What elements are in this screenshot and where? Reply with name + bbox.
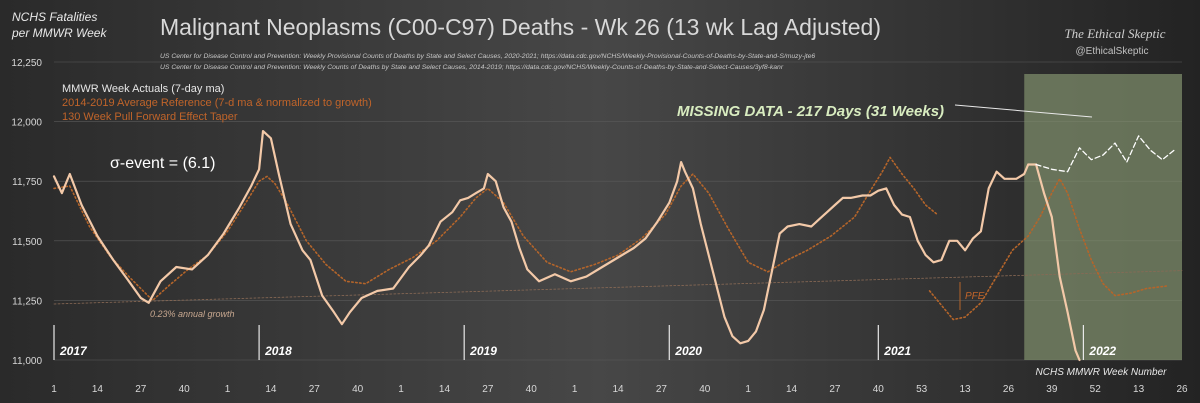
series-growth-line [53, 270, 1183, 305]
x-tick-label: 13 [1133, 384, 1145, 395]
y-tick-label: 11,500 [12, 237, 42, 248]
x-tick-label: 27 [135, 384, 147, 395]
y-tick-label: 12,250 [11, 58, 42, 69]
series-actuals-continued [1035, 163, 1081, 362]
x-tick-labels: 1 14 27 40 1 14 27 40 1 14 27 40 1 14 27 40 1 14 27 40 53 13 2… [51, 384, 1188, 395]
x-tick-label: 53 [916, 384, 928, 395]
series-projection [1035, 135, 1175, 173]
x-tick-label: 27 [482, 384, 494, 395]
x-tick-label: 27 [656, 384, 668, 395]
x-tick-label: 14 [612, 384, 624, 395]
x-tick-label: 26 [1003, 384, 1015, 395]
x-tick-label: 13 [960, 384, 972, 395]
missing-data-band [1024, 74, 1182, 360]
x-tick-label: 14 [265, 384, 277, 395]
sigma-annotation: σ-event = (6.1) [110, 155, 215, 172]
y-tick-label: 11,250 [12, 296, 42, 307]
x-tick-label: 40 [526, 384, 538, 395]
x-tick-label: 52 [1090, 384, 1102, 395]
year-label: 2019 [469, 344, 497, 358]
x-tick-label: 1 [572, 384, 578, 395]
source-line-1: US Center for Disease Control and Preven… [160, 53, 815, 60]
series-actuals [52, 130, 1038, 345]
legend-pfe: 130 Week Pull Forward Effect Taper [62, 111, 238, 123]
x-tick-label: 1 [745, 384, 751, 395]
x-tick-label: 14 [786, 384, 798, 395]
missing-data-annotation: MISSING DATA - 217 Days (31 Weeks) [677, 103, 944, 120]
x-tick-label: 1 [51, 384, 57, 395]
ylabel-line2: per MMWR Week [11, 26, 107, 40]
x-tick-label: 39 [1046, 384, 1058, 395]
missing-data-pointer [954, 104, 1093, 118]
x-tick-label: 27 [829, 384, 841, 395]
legend-reference: 2014-2019 Average Reference (7-d ma & no… [62, 97, 372, 109]
x-tick-label: 1 [225, 384, 231, 395]
source-line-2: US Center for Disease Control and Preven… [160, 64, 784, 71]
x-tick-label: 40 [873, 384, 885, 395]
y-tick-label: 11,750 [12, 177, 42, 188]
brand-handle: @EthicalSkeptic [1076, 46, 1149, 57]
grid [54, 61, 1182, 361]
year-label: 2021 [883, 344, 911, 358]
year-label: 2020 [674, 344, 702, 358]
growth-annotation: 0.23% annual growth [150, 309, 235, 319]
series-pfe-taper [928, 178, 1167, 321]
x-tick-label: 40 [179, 384, 191, 395]
x-tick-label: 27 [309, 384, 321, 395]
x-tick-label: 40 [699, 384, 711, 395]
year-label: 2017 [59, 344, 88, 358]
x-axis-title: NCHS MMWR Week Number [1036, 367, 1168, 378]
x-tick-label: 14 [92, 384, 104, 395]
x-tick-label: 1 [398, 384, 404, 395]
year-label: 2022 [1088, 344, 1116, 358]
brand-name: The Ethical Skeptic [1064, 26, 1165, 41]
series-reference [53, 156, 939, 302]
chart-title: Malignant Neoplasms (C00-C97) Deaths - W… [160, 14, 881, 40]
year-label: 2018 [264, 344, 292, 358]
pfe-annotation: PFE [965, 291, 985, 302]
y-tick-label: 11,000 [12, 356, 42, 367]
x-tick-label: 14 [439, 384, 451, 395]
y-tick-label: 12,000 [11, 118, 42, 129]
x-tick-label: 40 [352, 384, 364, 395]
x-tick-label: 26 [1176, 384, 1188, 395]
series-layer [52, 130, 1183, 362]
ylabel-line1: NCHS Fatalities [12, 10, 97, 24]
legend-actuals: MMWR Week Actuals (7-day ma) [62, 83, 224, 95]
y-tick-labels: 11,000 11,250 11,500 11,750 12,000 12,250 [11, 58, 42, 367]
year-markers: 2017 2018 2019 2020 2021 2022 [53, 325, 1116, 360]
